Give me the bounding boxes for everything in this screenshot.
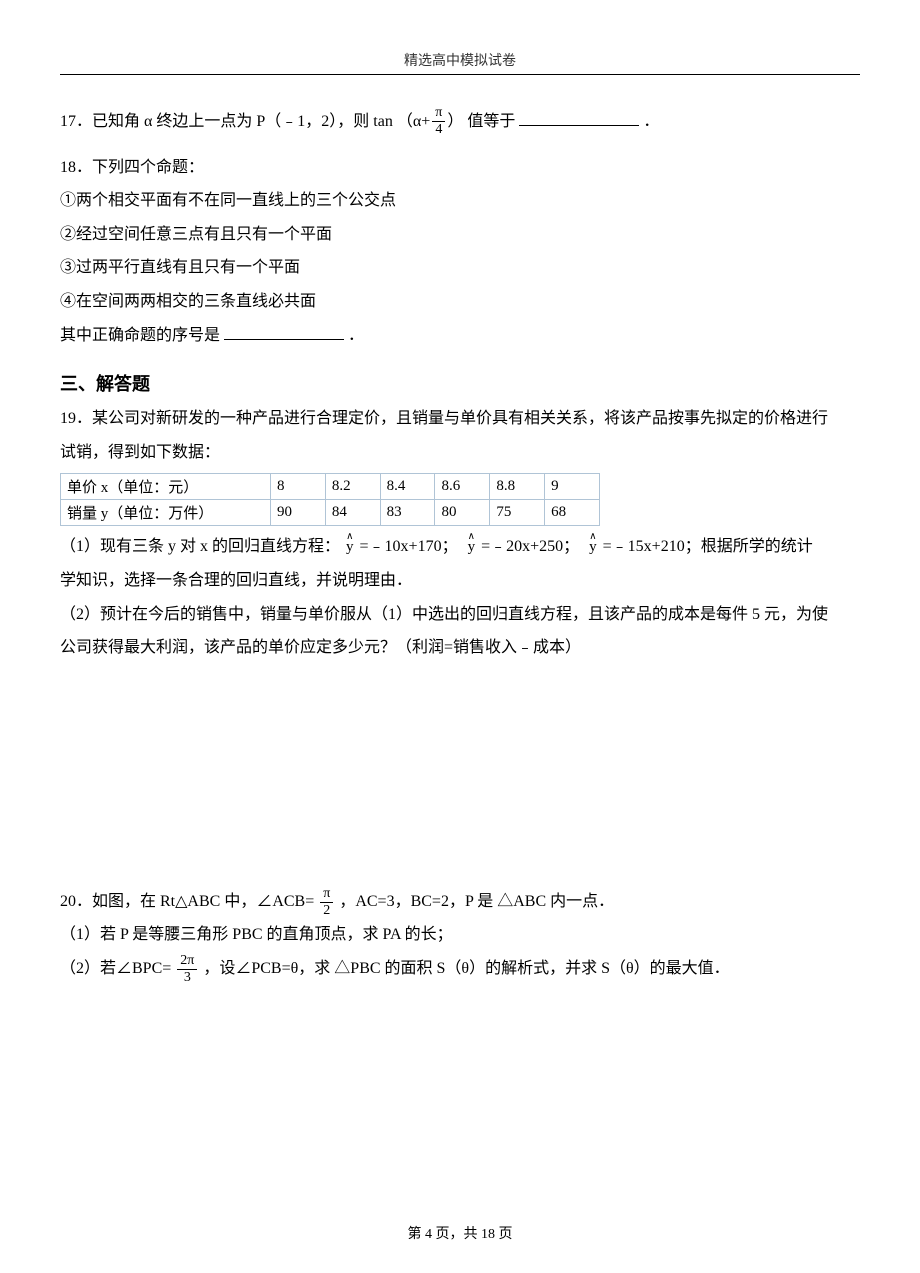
q18-l6b: ． [348,327,364,344]
y-var: y [468,540,476,554]
q17-suffix: ． [643,113,659,130]
q19-l1: 19．某公司对新研发的一种产品进行合理定价，且销量与单价具有相关关系，将该产品按… [60,402,860,436]
section-3-heading: 三、解答题 [60,370,860,396]
frac-den: 2 [320,903,333,918]
q20-l1b: ，AC=3，BC=2，P 是 △ABC 内一点． [339,893,614,910]
eq2: =﹣20x+250； [481,538,579,555]
eq3: =﹣15x+210；根据所学的统计 [603,538,813,555]
table-cell: 90 [271,500,326,526]
q18-l3: ②经过空间任意三点有且只有一个平面 [60,218,860,252]
frac-den: 4 [432,122,445,137]
q17-prefix: 17．已知角 α 终边上一点为 P（﹣1，2），则 [60,113,369,130]
row2-label: 销量 y（单位：万件） [61,500,271,526]
q18-l2: ①两个相交平面有不在同一直线上的三个公交点 [60,184,860,218]
q19-p2: （2）预计在今后的销售中，销量与单价服从（1）中选出的回归直线方程，且该产品的成… [60,598,860,632]
q18-l5: ④在空间两两相交的三条直线必共面 [60,285,860,319]
table-cell: 9 [545,474,600,500]
y-hat-2: ∧ y [468,534,476,554]
q18-l6: 其中正确命题的序号是 ． [60,319,860,353]
table-cell: 8.8 [490,474,545,500]
frac-2pi-over-3: 2π 3 [177,954,197,985]
q20-l1a: 20．如图，在 Rt△ABC 中，∠ACB= [60,893,314,910]
frac-den: 3 [177,970,197,985]
table-cell: 80 [435,500,490,526]
table-cell: 75 [490,500,545,526]
alpha: α [413,105,421,139]
q20-l3b: ，设∠PCB=θ，求 △PBC 的面积 S（θ）的解析式，并求 S（θ）的最大值… [203,960,729,977]
q19-p1a: （1）现有三条 y 对 x 的回归直线方程： [60,538,340,555]
q18-l4: ③过两平行直线有且只有一个平面 [60,251,860,285]
table-row: 单价 x（单位：元） 8 8.2 8.4 8.6 8.8 9 [61,474,600,500]
q19-p1b: 学知识，选择一条合理的回归直线，并说明理由． [60,564,860,598]
q19-l2: 试销，得到如下数据： [60,436,860,470]
q20-l2: （1）若 P 是等腰三角形 PBC 的直角顶点，求 PA 的长； [60,918,860,952]
frac-pi-over-4: π 4 [432,106,445,137]
footer-mid: 页，共 [436,1227,482,1242]
q18-l1: 18．下列四个命题： [60,151,860,185]
q17-mid: 值等于 [467,113,515,130]
spacer [60,665,860,885]
q20-l3: （2）若∠BPC= 2π 3 ，设∠PCB=θ，求 △PBC 的面积 S（θ）的… [60,952,860,986]
table-row: 销量 y（单位：万件） 90 84 83 80 75 68 [61,500,600,526]
table-cell: 84 [325,500,380,526]
q17: 17．已知角 α 终边上一点为 P（﹣1，2），则 tan （ α + π 4 … [60,105,860,139]
y-hat-1: ∧ y [346,534,354,554]
frac-pi-over-2: π 2 [320,887,333,918]
y-var: y [589,540,597,554]
q17-expression: tan （ α + π 4 ） [373,105,463,139]
footer-total: 18 [481,1227,495,1242]
table-cell: 83 [380,500,435,526]
page-footer: 第 4 页，共 18 页 [0,1223,920,1243]
q19-p1: （1）现有三条 y 对 x 的回归直线方程： ∧ y =﹣10x+170； ∧ … [60,530,860,564]
q19-p2b: 公司获得最大利润，该产品的单价应定多少元？（利润=销售收入﹣成本） [60,631,860,665]
frac-num: 2π [177,954,197,970]
y-hat-3: ∧ y [589,534,597,554]
q18-l6a: 其中正确命题的序号是 [60,327,220,344]
plus: + [421,105,430,139]
table-cell: 8.4 [380,474,435,500]
page-header: 精选高中模拟试卷 [60,50,860,75]
page: 精选高中模拟试卷 17．已知角 α 终边上一点为 P（﹣1，2），则 tan （… [0,0,920,1273]
footer-page: 4 [425,1227,432,1242]
table-cell: 8.2 [325,474,380,500]
tan-label: tan [373,105,393,139]
table-cell: 68 [545,500,600,526]
table-cell: 8 [271,474,326,500]
y-var: y [346,540,354,554]
q20-l1: 20．如图，在 Rt△ABC 中，∠ACB= π 2 ，AC=3，BC=2，P … [60,885,860,919]
footer-suffix: 页 [499,1227,513,1242]
table-cell: 8.6 [435,474,490,500]
eq1: =﹣10x+170； [360,538,458,555]
q18-blank [224,324,344,340]
paren-open: （ [397,105,413,139]
frac-num: π [320,887,333,903]
q20-l3a: （2）若∠BPC= [60,960,171,977]
footer-prefix: 第 [408,1227,426,1242]
frac-num: π [432,106,445,122]
row1-label: 单价 x（单位：元） [61,474,271,500]
q19-data-table: 单价 x（单位：元） 8 8.2 8.4 8.6 8.8 9 销量 y（单位：万… [60,473,600,526]
q17-blank [519,110,639,126]
paren-close: ） [447,105,463,139]
